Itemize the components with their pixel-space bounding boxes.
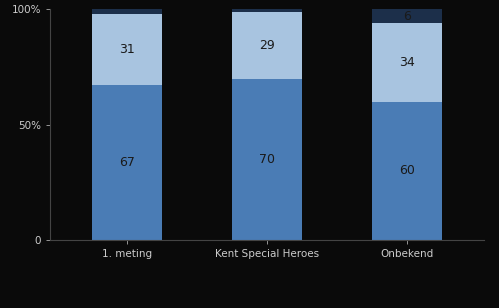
Text: 67: 67 [119, 156, 135, 169]
Bar [232, 9, 302, 11]
Text: 31: 31 [119, 43, 135, 56]
Text: 60: 60 [399, 164, 415, 177]
Bar [92, 85, 162, 240]
Text: 6: 6 [403, 10, 411, 23]
Bar [372, 102, 442, 240]
Bar [372, 23, 442, 102]
Text: 70: 70 [259, 153, 275, 166]
Bar [232, 79, 302, 240]
Bar [92, 14, 162, 85]
Bar [92, 9, 162, 14]
Bar [232, 11, 302, 79]
Text: 29: 29 [259, 38, 275, 51]
Text: 34: 34 [399, 56, 415, 69]
Bar [372, 9, 442, 23]
